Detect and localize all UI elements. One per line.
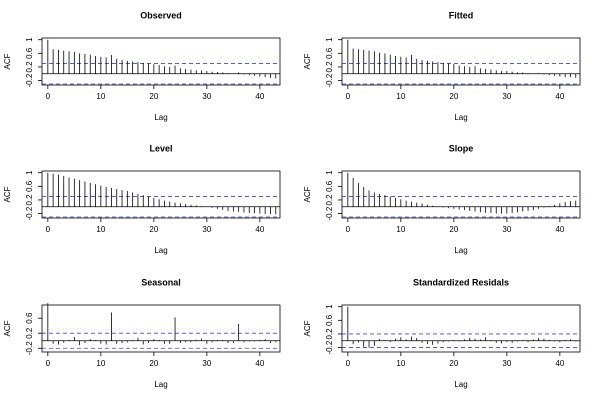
x-tick-label: 10 bbox=[396, 225, 405, 234]
y-axis-label: ACF bbox=[303, 53, 312, 69]
y-tick-label: 1 bbox=[25, 37, 34, 42]
y-tick-label: -0.2 bbox=[25, 341, 34, 355]
y-tick-label: 0.6 bbox=[325, 314, 334, 326]
y-tick-label: 1 bbox=[325, 304, 334, 309]
y-tick-label: 1 bbox=[325, 37, 334, 42]
plot-frame bbox=[341, 304, 581, 353]
x-tick-label: 30 bbox=[202, 359, 211, 368]
y-tick-label: 0.6 bbox=[325, 47, 334, 59]
x-axis-label: Lag bbox=[154, 380, 167, 389]
y-tick-label: 1 bbox=[325, 170, 334, 175]
plot-frame bbox=[341, 170, 581, 219]
y-axis-label: ACF bbox=[303, 320, 312, 336]
y-tick-label: -0.2 bbox=[25, 73, 34, 87]
plot-frame bbox=[341, 37, 581, 86]
y-tick-label: -0.2 bbox=[25, 206, 34, 220]
x-axis-label: Lag bbox=[154, 246, 167, 255]
x-tick-label: 40 bbox=[555, 359, 564, 368]
x-axis-label: Lag bbox=[154, 113, 167, 122]
x-tick-label: 10 bbox=[396, 359, 405, 368]
y-tick-label: -0.2 bbox=[325, 206, 334, 220]
y-tick-label: 0.6 bbox=[325, 180, 334, 192]
y-tick-label: 0.2 bbox=[25, 194, 34, 206]
x-tick-label: 40 bbox=[255, 225, 264, 234]
y-axis-label: ACF bbox=[3, 186, 12, 202]
panel-title: Slope bbox=[449, 143, 474, 153]
x-tick-label: 40 bbox=[255, 92, 264, 101]
x-tick-label: 10 bbox=[396, 92, 405, 101]
x-tick-label: 0 bbox=[346, 359, 351, 368]
plot-frame bbox=[41, 170, 281, 219]
x-axis-label: Lag bbox=[454, 246, 467, 255]
y-axis-label: ACF bbox=[3, 320, 12, 336]
x-tick-label: 40 bbox=[555, 92, 564, 101]
x-tick-label: 10 bbox=[96, 92, 105, 101]
y-tick-label: 0.2 bbox=[325, 328, 334, 340]
y-axis-label: ACF bbox=[3, 53, 12, 69]
x-tick-label: 0 bbox=[346, 92, 351, 101]
y-tick-label: 0.2 bbox=[325, 61, 334, 73]
x-tick-label: 40 bbox=[555, 225, 564, 234]
x-tick-label: 20 bbox=[149, 225, 158, 234]
x-tick-label: 0 bbox=[46, 225, 51, 234]
panel-title: Seasonal bbox=[141, 277, 181, 287]
y-tick-label: 0.6 bbox=[25, 47, 34, 59]
panel-title: Standardized Residals bbox=[413, 277, 509, 287]
x-tick-label: 0 bbox=[346, 225, 351, 234]
y-tick-label: 0.2 bbox=[25, 327, 34, 339]
x-tick-label: 30 bbox=[202, 225, 211, 234]
x-tick-label: 20 bbox=[149, 359, 158, 368]
panel-title: Fitted bbox=[449, 10, 474, 20]
x-tick-label: 20 bbox=[449, 92, 458, 101]
y-tick-label: 0.2 bbox=[25, 61, 34, 73]
x-axis-label: Lag bbox=[454, 380, 467, 389]
panel-title: Observed bbox=[140, 10, 182, 20]
x-tick-label: 10 bbox=[96, 359, 105, 368]
x-tick-label: 0 bbox=[46, 92, 51, 101]
y-tick-label: 0.2 bbox=[325, 194, 334, 206]
x-tick-label: 10 bbox=[96, 225, 105, 234]
plot-frame bbox=[41, 304, 281, 353]
x-tick-label: 30 bbox=[502, 225, 511, 234]
x-tick-label: 40 bbox=[255, 359, 264, 368]
x-tick-label: 20 bbox=[449, 359, 458, 368]
x-axis-label: Lag bbox=[454, 113, 467, 122]
x-tick-label: 20 bbox=[149, 92, 158, 101]
x-tick-label: 20 bbox=[449, 225, 458, 234]
panel-title: Level bbox=[149, 143, 172, 153]
x-tick-label: 0 bbox=[46, 359, 51, 368]
x-tick-label: 30 bbox=[502, 92, 511, 101]
y-axis-label: ACF bbox=[303, 186, 312, 202]
y-tick-label: 1 bbox=[25, 170, 34, 175]
plot-frame bbox=[41, 37, 281, 86]
y-tick-label: -0.2 bbox=[325, 73, 334, 87]
x-tick-label: 30 bbox=[502, 359, 511, 368]
y-tick-label: 0.6 bbox=[25, 180, 34, 192]
y-tick-label: -0.2 bbox=[325, 340, 334, 354]
y-tick-label: 0.6 bbox=[25, 312, 34, 324]
x-tick-label: 30 bbox=[202, 92, 211, 101]
